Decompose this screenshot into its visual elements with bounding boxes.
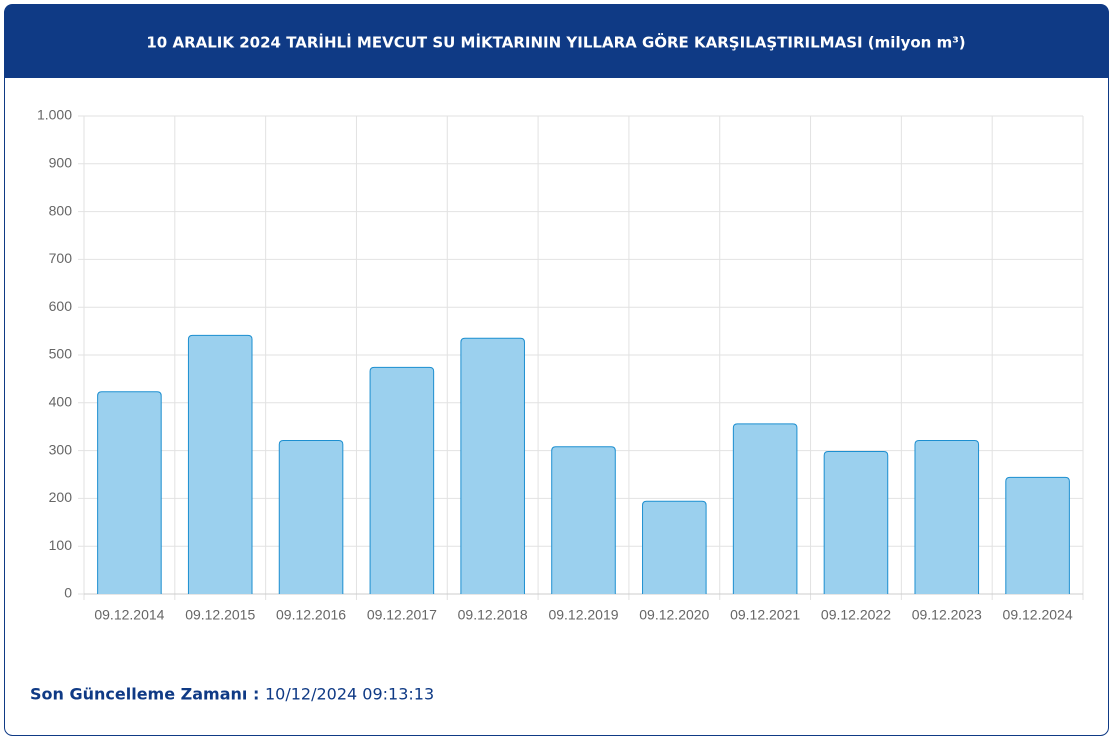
x-tick-label: 09.12.2020 xyxy=(639,607,709,623)
y-tick-label: 500 xyxy=(49,346,73,362)
bar xyxy=(369,366,435,594)
x-tick-label: 09.12.2018 xyxy=(458,607,528,623)
y-tick-label: 600 xyxy=(49,298,73,314)
footer-value: 10/12/2024 09:13:13 xyxy=(265,685,434,704)
x-tick-label: 09.12.2019 xyxy=(548,607,618,623)
x-tick-label: 09.12.2023 xyxy=(912,607,982,623)
x-tick-label: 09.12.2022 xyxy=(821,607,891,623)
y-tick-label: 1.000 xyxy=(37,107,72,123)
bar xyxy=(732,423,798,594)
bar xyxy=(278,440,344,594)
bar xyxy=(823,451,889,594)
y-tick-label: 200 xyxy=(49,489,73,505)
bar xyxy=(642,500,707,594)
bar xyxy=(1005,476,1070,594)
x-tick-label: 09.12.2017 xyxy=(367,607,437,623)
x-tick-label: 09.12.2014 xyxy=(94,607,164,623)
card xyxy=(4,4,1109,736)
y-tick-label: 900 xyxy=(49,155,73,171)
y-tick-label: 0 xyxy=(64,585,72,601)
y-tick-label: 300 xyxy=(49,441,73,457)
y-tick-label: 700 xyxy=(49,250,73,266)
x-tick-label: 09.12.2016 xyxy=(276,607,346,623)
chart-title: 10 ARALIK 2024 TARİHLİ MEVCUT SU MİKTARI… xyxy=(146,33,965,52)
x-tick-label: 09.12.2015 xyxy=(185,607,255,623)
y-tick-label: 400 xyxy=(49,394,73,410)
x-tick-label: 09.12.2021 xyxy=(730,607,800,623)
footer-label: Son Güncelleme Zamanı : xyxy=(30,685,259,704)
y-tick-label: 100 xyxy=(49,537,73,553)
bar xyxy=(97,391,162,594)
bar xyxy=(914,440,980,594)
y-tick-label: 800 xyxy=(49,202,73,218)
card-header xyxy=(4,4,1109,78)
bar xyxy=(551,446,616,594)
x-tick-label: 09.12.2024 xyxy=(1003,607,1073,623)
bar xyxy=(187,334,253,594)
bar xyxy=(460,337,525,594)
